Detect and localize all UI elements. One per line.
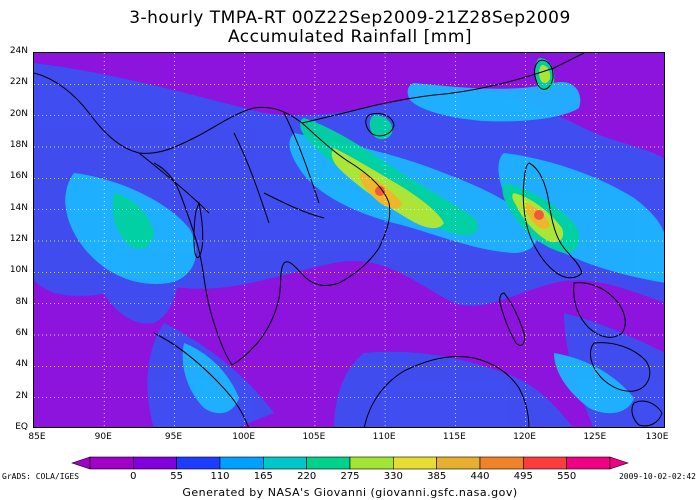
colorbar-segment [176, 456, 221, 470]
coast-mainland [34, 72, 391, 366]
colorbar-tick-label: 275 [340, 471, 360, 482]
lat-tick-label: 14N [9, 202, 28, 213]
colorbar-tick-label: 55 [170, 471, 184, 482]
rain-extreme-layer [375, 186, 544, 220]
colorbar-tick-label: 495 [513, 471, 533, 482]
coast-sumatra [153, 332, 249, 427]
colorbar-tick-label: 330 [383, 471, 403, 482]
coast-palawan [499, 292, 525, 346]
colorbar-segment [263, 456, 307, 470]
coast-mindanao [590, 342, 651, 392]
lat-tick-label: 22N [9, 77, 28, 88]
coastlines [34, 53, 663, 427]
colorbar-segment [89, 456, 134, 470]
lat-tick-label: 24N [9, 46, 28, 56]
rain-area-north-strip [407, 82, 581, 122]
lat-tick-label: 4N [15, 359, 28, 370]
lon-tick-label: 115E [442, 432, 466, 442]
rain-spot-hainan [369, 115, 393, 140]
colorbar-segment [479, 456, 524, 470]
lon-tick-label: 100E [232, 432, 256, 442]
lon-tick-label: 85E [28, 432, 46, 442]
lon-tick-label: 120E [513, 432, 536, 442]
lon-tick-label: 125E [583, 432, 607, 442]
lat-tick-label: 2N [15, 390, 28, 401]
lon-tick-label: 130E [645, 432, 669, 442]
coast-hainan [365, 112, 395, 137]
colorbar-segment [306, 456, 351, 470]
colorbar-segment [566, 456, 611, 470]
colorbar-tick-label: 220 [297, 471, 317, 482]
footer-credit: Generated by NASA's Giovanni (giovanni.g… [182, 486, 518, 499]
rain-max-vietnam [375, 186, 385, 196]
coast-taiwan [534, 59, 554, 90]
gridlines [34, 53, 664, 427]
timestamp: 2009-10-02-02:42 [618, 472, 696, 481]
coast-borneo [363, 355, 530, 427]
lat-tick-label: 18N [9, 140, 28, 150]
chart-title: 3-hourly TMPA-RT 00Z22Sep2009-21Z28Sep20… [129, 8, 571, 28]
rain-max-luzon [534, 210, 544, 220]
colorbar-tick-label: 0 [130, 471, 137, 482]
colorbar-segment [436, 456, 481, 470]
lat-tick-label: EQ [15, 422, 28, 432]
colorbar-tick-label: 550 [557, 471, 577, 482]
coast-china-south [301, 53, 585, 124]
colorbar-tick-label: 110 [210, 471, 230, 482]
lat-tick-label: 20N [9, 108, 28, 119]
rain-area-southeast [554, 353, 634, 414]
rain-area-sumatra-coast [182, 343, 239, 414]
lat-tick-label: 8N [15, 296, 28, 307]
rain-band-vietnam [300, 118, 479, 236]
lat-tick-label: 12N [9, 234, 28, 244]
lat-tick-label: 10N [9, 265, 28, 276]
coast-andaman [193, 201, 204, 259]
chart-subtitle: Accumulated Rainfall [mm] [227, 27, 473, 47]
colorbar-right-arrow [609, 456, 629, 470]
rain-area-borneo [334, 351, 573, 427]
colorbar-segment [133, 456, 177, 470]
colorbar-tick-label: 385 [427, 471, 447, 482]
colorbar-segment [219, 456, 264, 470]
lon-tick-label: 90E [94, 432, 112, 442]
lon-tick-label: 105E [302, 432, 326, 442]
colorbar-segment [349, 456, 394, 470]
lat-tick-label: 16N [9, 171, 28, 182]
lon-tick-label: 95E [164, 432, 183, 442]
coast-sulawesi [631, 400, 663, 427]
rain-area-philippines [498, 153, 664, 283]
coast-borders [138, 112, 325, 224]
lat-tick-label: 6N [15, 328, 28, 338]
rainfall-map [33, 52, 665, 428]
coast-luzon [522, 162, 583, 279]
colorbar-tick-label: 440 [470, 471, 490, 482]
rain-band-myanmar [112, 193, 154, 249]
colorbar-left-arrow [71, 456, 91, 470]
rain-core-taiwan [538, 65, 551, 84]
lon-tick-label: 110E [372, 432, 396, 442]
colorbar-segment [523, 456, 567, 470]
grads-credit: GrADS: COLA/IGES [2, 472, 80, 481]
colorbar-tick-label: 165 [253, 471, 273, 482]
rain-core-vietnam [331, 148, 444, 229]
colorbar-segment [393, 456, 437, 470]
coast-visayas [573, 282, 626, 338]
